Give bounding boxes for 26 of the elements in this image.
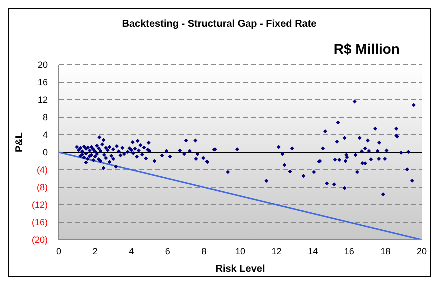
x-tick-label: 14	[308, 246, 318, 256]
y-axis-title: P&L	[14, 132, 26, 152]
y-tick-label: 0	[42, 148, 48, 158]
chart-title: Backtesting - Structural Gap - Fixed Rate	[121, 19, 318, 30]
x-tick-label: 6	[165, 246, 170, 256]
x-tick-label: 8	[202, 246, 207, 256]
x-tick-label: 18	[380, 246, 391, 256]
x-tick-label: 4	[129, 246, 134, 256]
x-tick-label: 20	[416, 246, 428, 256]
y-tick-label: (8)	[37, 182, 48, 192]
x-tick-label: 12	[272, 246, 282, 256]
y-tick-label: 12	[38, 95, 48, 105]
y-tick-label: (16)	[32, 218, 48, 228]
y-tick-label: (12)	[32, 200, 48, 210]
y-tick-label: (20)	[32, 235, 48, 245]
x-axis-title: Risk Level	[216, 264, 266, 275]
x-tick-label: 16	[344, 246, 354, 256]
x-tick-label: 0	[56, 246, 62, 256]
y-tick-label: 20	[38, 60, 48, 70]
x-tick-label: 2	[92, 246, 98, 256]
text: R$ Million	[334, 41, 400, 57]
x-tick-label: 10	[235, 246, 246, 256]
y-tick-label: 8	[42, 112, 48, 122]
y-tick-label: 4	[42, 130, 48, 140]
y-tick-label: 16	[38, 78, 48, 88]
y-tick-label: (4)	[37, 165, 48, 175]
